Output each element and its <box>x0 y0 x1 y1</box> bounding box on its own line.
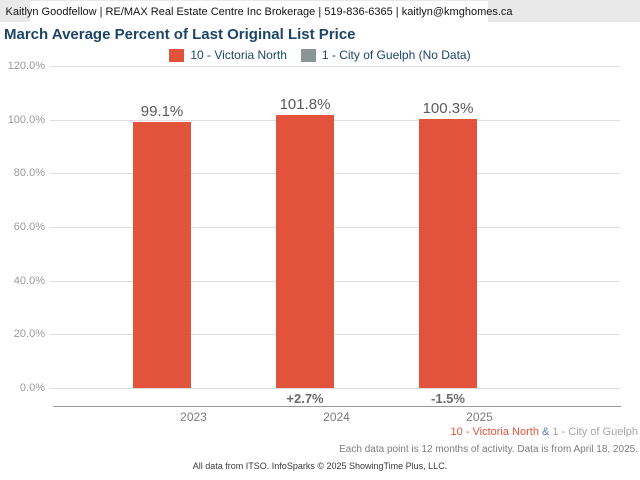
x-axis-label: 2023 <box>180 410 207 424</box>
x-axis-label: 2025 <box>466 410 493 424</box>
x-axis-line <box>53 406 621 407</box>
branding-bar: Kaitlyn Goodfellow | RE/MAX Real Estate … <box>0 0 640 22</box>
y-axis-tick-label: 60.0% <box>13 221 45 233</box>
gridline <box>50 388 620 389</box>
gridline <box>50 119 620 121</box>
y-axis-tick-label: 20.0% <box>13 328 45 341</box>
bar-2024[interactable] <box>276 114 334 388</box>
gridline <box>50 66 620 67</box>
copyright-line: All data from ITSO. InfoSparks © 2025 Sh… <box>192 461 448 471</box>
y-axis-tick-label: 80.0% <box>13 167 45 180</box>
bar-value-label: 99.1% <box>140 103 184 121</box>
legend-label-victoria-north: 10 - Victoria North <box>190 48 287 62</box>
legend-item-city-of-guelph[interactable]: 1 - City of Guelph (No Data) <box>300 48 471 62</box>
series-caption-victoria-north: 10 - Victoria North <box>450 426 539 438</box>
agent-contact-box: Kaitlyn Goodfellow | RE/MAX Real Estate … <box>5 1 513 22</box>
data-note: Each data point is 12 months of activity… <box>339 444 638 455</box>
series-caption-city-of-guelph: 1 - City of Guelph <box>552 426 638 438</box>
y-axis-tick-label: 0.0% <box>19 382 45 394</box>
legend-swatch-victoria-north <box>169 48 185 62</box>
chart-title: March Average Percent of Last Original L… <box>4 26 356 43</box>
legend-item-victoria-north[interactable]: 10 - Victoria North <box>169 48 287 62</box>
bar-value-label: 101.8% <box>279 95 331 113</box>
gridline <box>50 227 620 228</box>
agent-contact-text: Kaitlyn Goodfellow | RE/MAX Real Estate … <box>5 5 513 18</box>
gridline <box>50 280 620 282</box>
legend-swatch-city-of-guelph <box>300 48 316 62</box>
x-axis-label: 2024 <box>323 410 350 424</box>
gridline <box>50 173 620 175</box>
y-axis-tick-label: 40.0% <box>13 274 45 287</box>
bar-value-label: 100.3% <box>422 99 474 117</box>
gridline <box>50 334 620 336</box>
yoy-change-label: +2.7% <box>286 391 324 406</box>
series-caption: 10 - Victoria North & 1 - City of Guelph <box>451 426 639 438</box>
bar-2025[interactable] <box>419 118 477 388</box>
series-caption-ampersand: & <box>538 426 553 438</box>
y-axis-tick-label: 120.0% <box>7 60 45 72</box>
yoy-change-label: -1.5% <box>431 391 465 406</box>
chart-legend: 10 - Victoria North 1 - City of Guelph (… <box>0 48 640 62</box>
bar-2023[interactable] <box>133 122 191 388</box>
y-axis-tick-label: 100.0% <box>7 113 45 126</box>
legend-label-city-of-guelph: 1 - City of Guelph (No Data) <box>321 48 471 62</box>
